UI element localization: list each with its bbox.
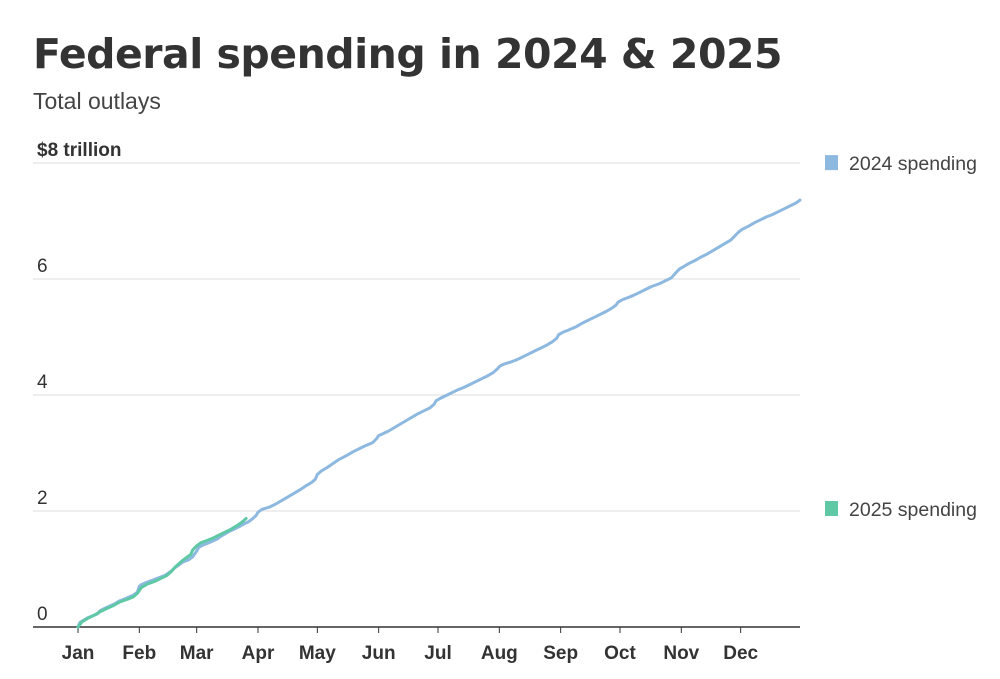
x-tick-label: Feb [122, 643, 156, 664]
y-tick-label: $8 trillion [37, 140, 121, 161]
y-axis-ticks: 0 2 4 6 $8 trillion [37, 140, 121, 625]
x-tick-label: Nov [663, 643, 699, 664]
chart-title: Federal spending in 2024 & 2025 [33, 30, 783, 78]
gridlines [33, 162, 800, 512]
series-line-2024 [76, 198, 802, 629]
chart-subtitle: Total outlays [33, 88, 161, 114]
legend-label: 2024 spending [849, 153, 977, 175]
x-tick-label: Aug [481, 643, 518, 664]
y-tick-label: 2 [37, 488, 48, 509]
y-tick-label: 6 [37, 256, 48, 277]
x-tick-label: Sep [543, 643, 578, 664]
x-tick-label: Apr [242, 643, 275, 664]
x-tick-label: May [299, 643, 336, 664]
x-tick-label: Jul [424, 643, 451, 664]
y-tick-label: 0 [37, 604, 48, 625]
legend-swatch [825, 155, 838, 171]
x-tick-label: Oct [604, 643, 636, 664]
legend-swatch [825, 501, 838, 516]
x-tick-label: Mar [180, 643, 214, 664]
x-tick-label: Jan [62, 643, 95, 664]
series-line-2025 [76, 517, 248, 629]
legend: 2024 spending 2025 spending [825, 153, 977, 521]
series-lines [76, 198, 802, 629]
x-axis: Jan Feb Mar Apr May Jun Jul Aug Sep Oct Nov Dec [33, 626, 800, 664]
x-tick-label: Dec [723, 643, 758, 664]
y-tick-label: 4 [37, 372, 48, 393]
x-tick-label: Jun [362, 643, 396, 664]
legend-label: 2025 spending [849, 499, 977, 521]
